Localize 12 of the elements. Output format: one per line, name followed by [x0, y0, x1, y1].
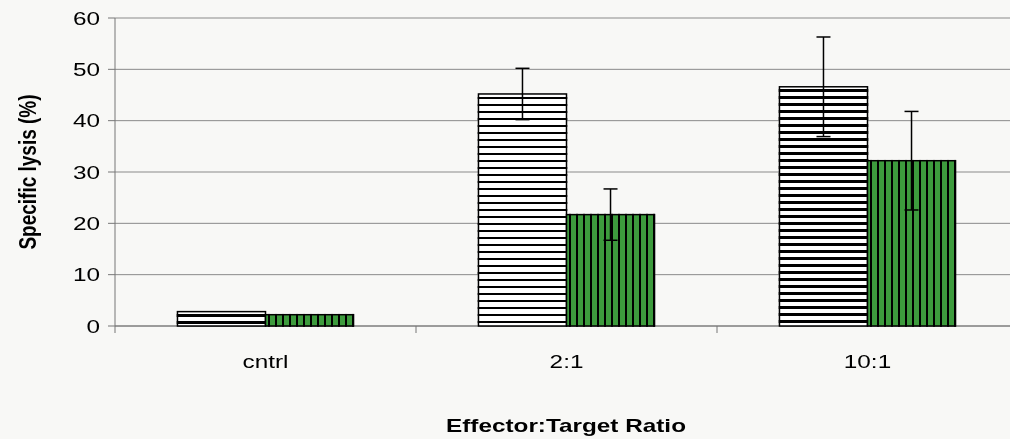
y-tick-label: 60	[72, 7, 100, 29]
y-tick-label: 50	[72, 58, 100, 81]
y-tick-label: 20	[72, 212, 100, 235]
y-tick-label: 30	[72, 161, 100, 183]
x-tick-label: 2:1	[549, 350, 584, 372]
y-tick-label: 40	[72, 109, 100, 132]
x-axis-title: Effector:Target Ratio	[446, 414, 686, 436]
y-axis-title: Specific lysis (%)	[13, 94, 42, 250]
x-tick-label: 10:1	[843, 350, 892, 372]
y-tick-label: 0	[86, 315, 100, 337]
y-tick-label: 10	[72, 263, 100, 286]
x-tick-label: cntrl	[242, 350, 289, 372]
